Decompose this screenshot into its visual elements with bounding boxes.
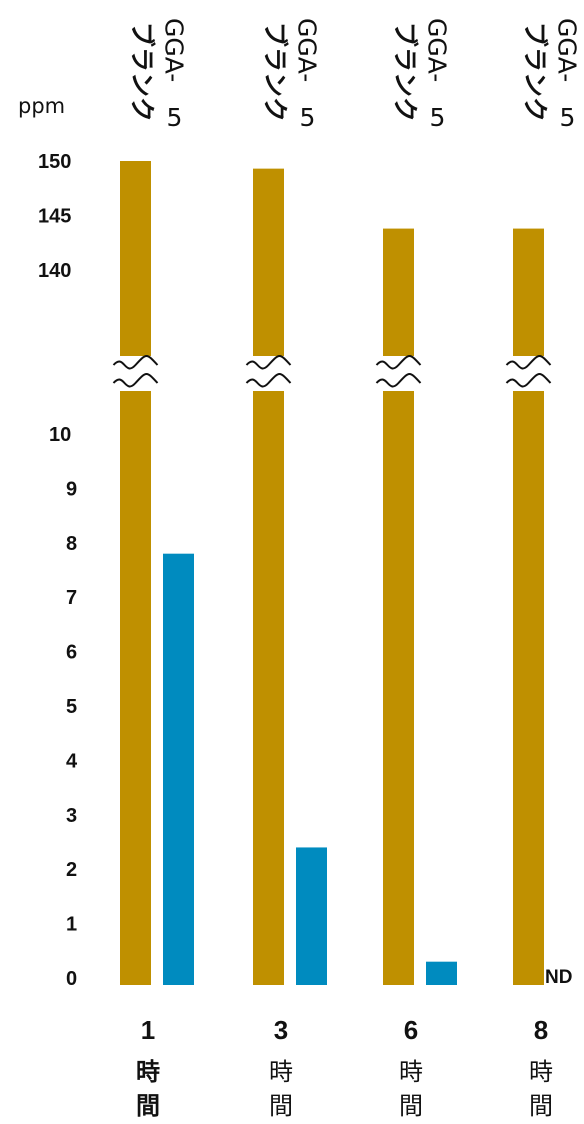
series-label-gga5-number: 5 (300, 103, 316, 132)
y-tick-label: 140 (38, 260, 71, 282)
bar-blank-upper (383, 228, 414, 356)
category-number: 3 (274, 1015, 288, 1045)
nd-annotation: ND (545, 967, 572, 988)
axis-break-mark (245, 373, 292, 388)
category-number: 6 (404, 1015, 418, 1045)
series-label-gga5-number: 5 (167, 103, 183, 132)
series-label-gga5-number: 5 (560, 103, 576, 132)
y-tick-label: 0 (66, 968, 77, 990)
y-tick-label: 150 (38, 151, 71, 173)
bar-blank-lower (253, 391, 284, 985)
y-tick-label: 1 (66, 914, 77, 936)
bar-blank-upper (513, 228, 544, 356)
category-number: 8 (534, 1015, 548, 1045)
y-tick-label: 145 (38, 206, 71, 228)
bar-gga5 (163, 553, 194, 985)
bar-blank-upper (253, 168, 284, 356)
y-tick-label: 5 (66, 696, 77, 718)
category-unit: 時 (269, 1058, 293, 1086)
category-unit: 時 (136, 1058, 160, 1086)
bar-blank-lower (120, 391, 151, 985)
series-label-gga5-number: 5 (430, 103, 446, 132)
axis-break-mark (505, 355, 552, 370)
bar-gga5 (296, 847, 327, 985)
y-tick-label: 8 (66, 533, 77, 555)
axis-break-mark (375, 373, 422, 388)
series-label-blank: ブランク (521, 22, 550, 122)
axis-break-mark (245, 355, 292, 370)
series-headers: ブランク GGA-5 ブランク GGA-5 ブランク GGA-5 ブランク GGA-5 (128, 18, 582, 132)
bar-blank-lower (383, 391, 414, 985)
category-unit: 間 (529, 1092, 553, 1120)
series-label-blank: ブランク (261, 22, 290, 122)
series-label-gga5: GGA- (160, 18, 189, 82)
bar-blank-upper (120, 161, 151, 356)
axis-breaks (112, 355, 552, 388)
y-tick-label: 6 (66, 642, 77, 664)
y-tick-label: 10 (49, 424, 71, 446)
y-tick-label: 9 (66, 478, 77, 500)
y-tick-label: 3 (66, 805, 77, 827)
axis-break-mark (505, 373, 552, 388)
y-tick-label: 4 (66, 750, 78, 772)
axis-break-mark (375, 355, 422, 370)
category-number: 1 (141, 1015, 155, 1045)
series-label-blank: ブランク (391, 22, 420, 122)
category-unit: 間 (269, 1092, 293, 1120)
series-label-gga5: GGA- (423, 18, 452, 82)
category-unit: 時 (399, 1058, 423, 1086)
axis-break-mark (112, 373, 159, 388)
bar-blank-lower (513, 391, 544, 985)
series-label-gga5: GGA- (293, 18, 322, 82)
bar-gga5 (426, 961, 457, 985)
y-tick-label: 2 (66, 859, 77, 881)
y-axis-unit: ppm (18, 94, 65, 118)
axis-break-mark (112, 355, 159, 370)
series-label-gga5: GGA- (553, 18, 582, 82)
category-unit: 間 (136, 1092, 160, 1120)
series-label-blank: ブランク (128, 22, 157, 122)
y-tick-label: 7 (66, 587, 77, 609)
category-unit: 時 (529, 1058, 553, 1086)
bars (120, 161, 544, 985)
category-unit: 間 (399, 1092, 423, 1120)
